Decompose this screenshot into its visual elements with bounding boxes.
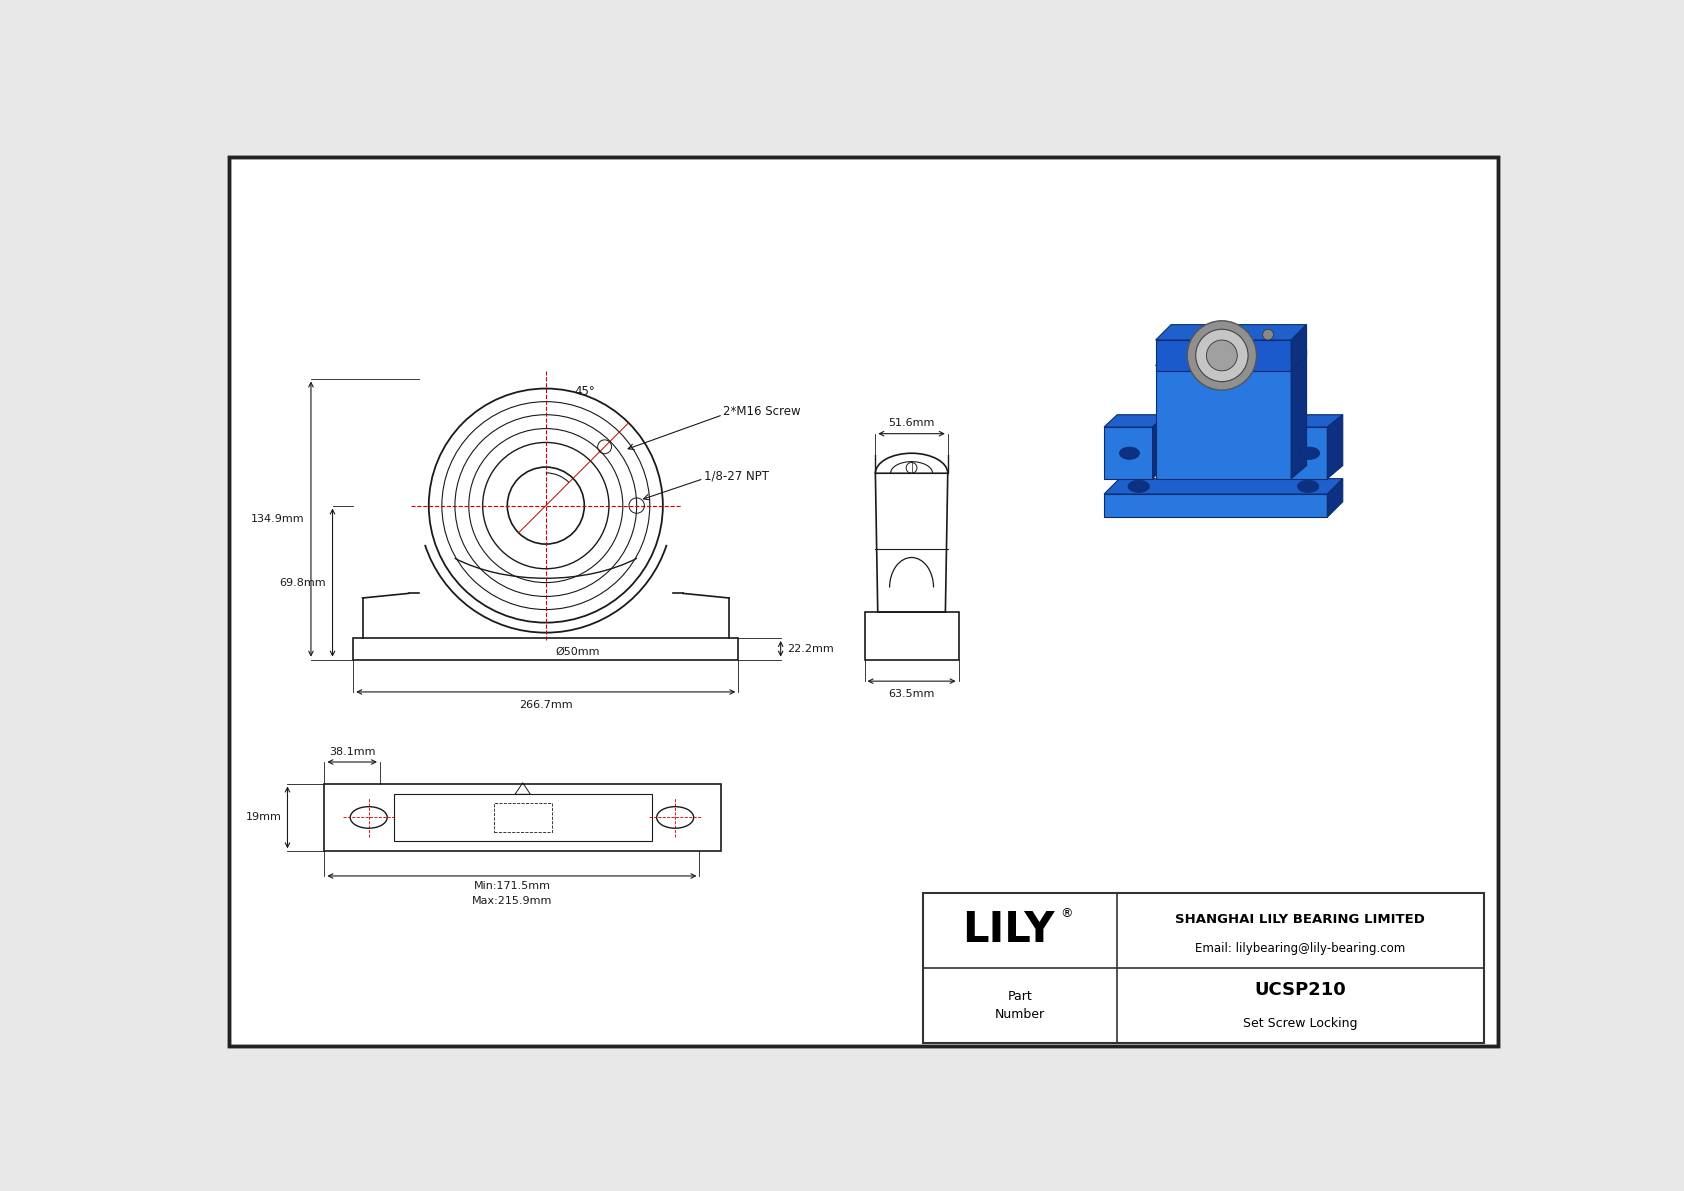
Text: 69.8mm: 69.8mm — [280, 578, 327, 587]
Polygon shape — [1292, 350, 1307, 479]
Text: 1/8-27 NPT: 1/8-27 NPT — [704, 469, 768, 482]
Bar — [394, 794, 652, 841]
Polygon shape — [1327, 479, 1342, 517]
Polygon shape — [1155, 325, 1307, 341]
Text: UCSP210: UCSP210 — [1255, 981, 1346, 999]
Bar — [923, 893, 1484, 1043]
Text: Set Screw Locking: Set Screw Locking — [1243, 1017, 1357, 1030]
Ellipse shape — [1300, 447, 1320, 460]
Polygon shape — [1327, 414, 1342, 479]
Text: 51.6mm: 51.6mm — [889, 418, 935, 429]
Ellipse shape — [1120, 447, 1140, 460]
Bar — [325, 784, 721, 852]
Circle shape — [1196, 329, 1248, 381]
Text: Max:215.9mm: Max:215.9mm — [472, 896, 552, 906]
Polygon shape — [1105, 494, 1327, 517]
Polygon shape — [1292, 325, 1307, 370]
Text: SHANGHAI LILY BEARING LIMITED: SHANGHAI LILY BEARING LIMITED — [1175, 913, 1425, 927]
Text: Email: lilybearing@lily-bearing.com: Email: lilybearing@lily-bearing.com — [1196, 942, 1404, 955]
Text: 45°: 45° — [574, 385, 594, 398]
Polygon shape — [1105, 414, 1165, 428]
Bar — [354, 638, 738, 660]
Text: 266.7mm: 266.7mm — [519, 699, 573, 710]
Text: Ø50mm: Ø50mm — [556, 647, 600, 656]
Text: 2*M16 Screw: 2*M16 Screw — [722, 405, 800, 418]
Polygon shape — [1152, 414, 1165, 479]
Text: 134.9mm: 134.9mm — [251, 515, 305, 524]
Text: LILY: LILY — [962, 910, 1054, 952]
Text: 38.1mm: 38.1mm — [328, 747, 376, 756]
Text: 22.2mm: 22.2mm — [786, 644, 834, 654]
Bar — [493, 803, 552, 833]
Circle shape — [1187, 320, 1256, 391]
Circle shape — [1263, 329, 1273, 341]
Text: 63.5mm: 63.5mm — [889, 688, 935, 699]
Text: ®: ® — [1059, 908, 1073, 919]
Bar — [864, 612, 958, 660]
Polygon shape — [1105, 479, 1342, 494]
Text: Part
Number: Part Number — [995, 990, 1044, 1021]
Text: Min:171.5mm: Min:171.5mm — [473, 880, 551, 891]
Polygon shape — [1155, 341, 1292, 370]
Circle shape — [1206, 341, 1238, 370]
Text: 19mm: 19mm — [246, 812, 281, 823]
Polygon shape — [1292, 428, 1327, 479]
Polygon shape — [1292, 414, 1342, 428]
Ellipse shape — [1297, 480, 1319, 493]
Polygon shape — [1155, 366, 1292, 479]
Polygon shape — [1105, 428, 1152, 479]
Polygon shape — [1155, 350, 1307, 366]
Ellipse shape — [1128, 480, 1150, 493]
